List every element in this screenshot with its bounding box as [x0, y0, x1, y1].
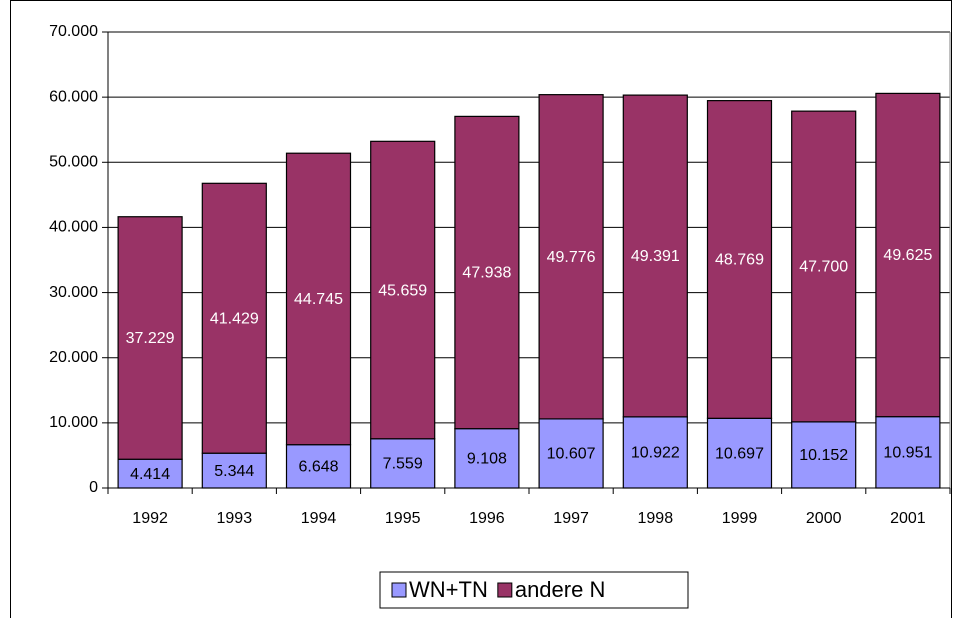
y-tick-label: 40.000	[49, 219, 98, 236]
value-label: 10.951	[883, 445, 932, 462]
x-tick-label: 1999	[722, 510, 758, 527]
value-label: 45.659	[378, 282, 427, 299]
bar-segment	[875, 92, 941, 418]
bar-segment	[791, 421, 857, 489]
x-tick-label: 1994	[301, 510, 337, 527]
bar-segment	[201, 452, 267, 489]
bar-segment	[875, 416, 941, 489]
bar-segment	[454, 428, 520, 489]
value-label: 47.700	[799, 259, 848, 276]
value-label: 4.414	[130, 466, 170, 483]
bar-segment	[117, 216, 183, 460]
bar-segment	[706, 417, 773, 489]
value-label: 41.429	[210, 310, 259, 327]
bar-segment	[370, 438, 436, 489]
bar-segment	[285, 152, 352, 446]
value-label: 10.607	[547, 446, 596, 463]
value-label: 5.344	[214, 463, 254, 480]
x-tick-label: 1998	[638, 510, 674, 527]
y-tick-label: 30.000	[49, 284, 98, 301]
x-tick-label: 1993	[217, 510, 253, 527]
chart-frame	[10, 0, 952, 618]
value-label: 37.229	[126, 330, 175, 347]
legend-swatch	[497, 582, 513, 598]
value-label: 49.391	[631, 248, 680, 265]
value-label: 7.559	[383, 456, 423, 473]
bar-segment	[622, 94, 688, 418]
y-tick-label: 70.000	[49, 23, 98, 40]
legend-box	[379, 571, 689, 609]
x-tick-label: 1997	[553, 510, 589, 527]
value-label: 10.152	[799, 447, 848, 464]
bar-segment	[538, 94, 604, 420]
y-tick-label: 50.000	[49, 154, 98, 171]
bar-segment	[454, 115, 520, 430]
value-label: 49.625	[883, 247, 932, 264]
y-tick-label: 10.000	[49, 414, 98, 431]
x-tick-label: 1996	[469, 510, 505, 527]
x-tick-label: 2000	[806, 510, 842, 527]
value-label: 10.697	[715, 445, 764, 462]
value-label: 10.922	[631, 445, 680, 462]
value-label: 6.648	[298, 459, 338, 476]
x-tick-label: 1992	[132, 510, 168, 527]
legend-swatch	[391, 582, 407, 598]
value-label: 44.745	[294, 291, 343, 308]
value-label: 9.108	[467, 451, 507, 468]
bar-segment	[370, 140, 436, 440]
value-label: 47.938	[462, 265, 511, 282]
y-tick-label: 0	[89, 479, 98, 496]
value-label: 49.776	[547, 249, 596, 266]
bar-segment	[201, 182, 267, 454]
x-tick-label: 1995	[385, 510, 421, 527]
y-tick-label: 20.000	[49, 349, 98, 366]
bar-segment	[622, 416, 688, 489]
legend-label: WN+TN	[409, 577, 488, 602]
x-tick-label: 2001	[890, 510, 926, 527]
bar-segment	[538, 418, 604, 489]
y-tick-label: 60.000	[49, 88, 98, 105]
bar-segment	[791, 110, 857, 423]
bar-segment	[706, 100, 773, 419]
legend-label: andere N	[515, 577, 606, 602]
value-label: 48.769	[715, 252, 764, 269]
